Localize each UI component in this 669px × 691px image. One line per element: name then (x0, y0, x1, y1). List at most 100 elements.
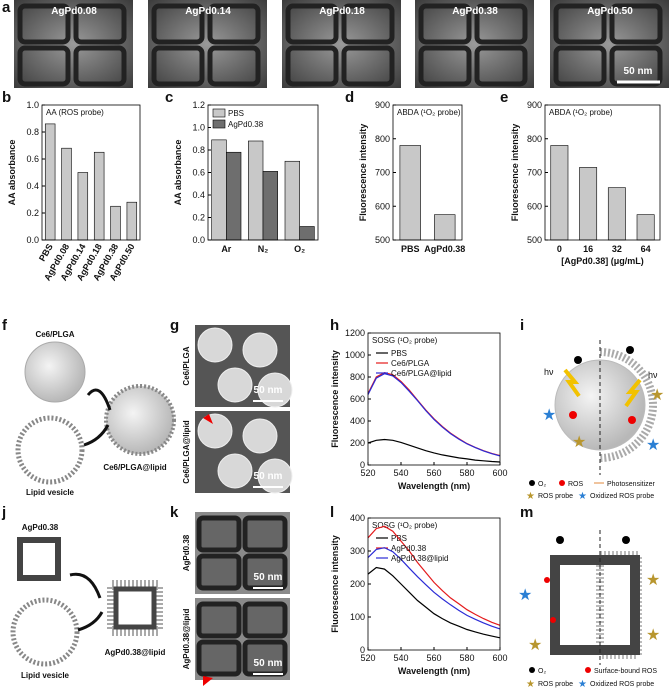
micrograph-label: AgPd0.38 (182, 534, 191, 571)
particle (285, 3, 339, 45)
particle (197, 327, 233, 363)
micrograph-label: Ce6/PLGA@lipid (182, 420, 191, 483)
panel-letter: i (520, 317, 524, 334)
x-tick-label: 16 (583, 244, 593, 254)
bar (607, 187, 626, 241)
y-tick-label: 0.2 (26, 208, 39, 218)
bar (93, 151, 105, 241)
y-axis-label: Fluorescence intensity (358, 124, 368, 222)
x-tick-label: Ar (221, 244, 231, 254)
particle (418, 3, 472, 45)
light (624, 378, 642, 408)
legend-label: Ce6/PLGA@lipid (391, 369, 452, 378)
series-line (367, 566, 501, 639)
legend-swatch (529, 480, 535, 486)
arrow (83, 388, 112, 447)
particle (151, 3, 205, 45)
particle (242, 418, 278, 454)
particle (242, 601, 288, 639)
light-label: hν (648, 370, 658, 380)
particle (73, 3, 127, 45)
legend-label: ROS (568, 481, 584, 488)
x-tick-label: 32 (612, 244, 622, 254)
x-tick-label: 560 (426, 653, 441, 663)
y-tick-label: 0.0 (192, 235, 205, 245)
bar (226, 151, 242, 241)
y-axis-label: AA absorbance (7, 140, 17, 206)
y-tick-label: 500 (527, 235, 542, 245)
legend-label: O₂ (538, 481, 546, 488)
y-tick-label: 0 (360, 460, 365, 470)
particle (196, 639, 242, 677)
star: ★ (528, 637, 542, 654)
panel-letter: l (330, 504, 334, 521)
panel-letter: g (170, 317, 179, 334)
particle (474, 45, 528, 87)
ros (550, 617, 556, 623)
x-tick-label: 580 (459, 653, 474, 663)
particle (285, 45, 339, 87)
panel-letter: e (500, 89, 508, 106)
particle (257, 372, 293, 408)
vesicle (15, 415, 85, 485)
micrograph-label: AgPd0.38@lipid (182, 609, 191, 670)
chart-title: SOSG (¹O₂ probe) (372, 336, 438, 345)
panel-letter: c (165, 89, 173, 106)
y-axis-label: Fluorescence intensity (510, 124, 520, 222)
diagram-label: Lipid vesicle (21, 671, 70, 680)
series-line (367, 438, 501, 463)
y-tick-label: 600 (375, 201, 390, 211)
bar (636, 214, 655, 241)
panel-letter: j (1, 504, 6, 521)
y-tick-label: 500 (375, 235, 390, 245)
star: ★ (646, 572, 660, 589)
bar (299, 226, 315, 241)
plot-frame (207, 104, 319, 241)
y-tick-label: 1000 (345, 350, 365, 360)
arrow-marker (203, 676, 213, 686)
particle (553, 45, 607, 87)
o2 (622, 536, 630, 544)
bar (248, 140, 264, 241)
y-tick-label: 200 (350, 438, 365, 448)
y-tick-label: 1.0 (192, 123, 205, 133)
particle (341, 45, 395, 87)
nanoparticle (24, 341, 86, 403)
diagram-i: hν hν ★ ★ ★ ★ O₂ ROS Photosensitizer ★ R… (526, 340, 664, 502)
legend-label: AgPd0.38 (228, 120, 264, 129)
micrograph-label: Ce6/PLGA (182, 346, 191, 385)
legend-label: AgPd0.38 (391, 544, 427, 553)
panel-letter: b (2, 89, 11, 106)
y-axis-label: AA absorbance (173, 140, 183, 206)
particle (207, 3, 261, 45)
legend-label: AgPd0.38@lipid (391, 554, 449, 563)
coated-particle (104, 384, 176, 456)
bar (579, 167, 598, 241)
particle (17, 3, 71, 45)
diagram-label: Lipid vesicle (26, 488, 75, 497)
vesicle (10, 597, 80, 667)
particle (151, 45, 205, 87)
plot-frame (367, 517, 501, 651)
diagram-label: AgPd0.38 (22, 523, 59, 532)
plot-frame (392, 104, 463, 241)
particle (207, 45, 261, 87)
chart-title: SOSG (¹O₂ probe) (372, 521, 438, 530)
arrow-marker (203, 414, 213, 424)
y-tick-label: 400 (350, 416, 365, 426)
x-tick-label: 64 (641, 244, 651, 254)
diagram-j: AgPd0.38 Lipid vesicle AgPd0.38@lipid (10, 523, 165, 680)
series-line (367, 373, 501, 457)
micrograph-label: AgPd0.18 (319, 6, 365, 17)
particle (217, 453, 253, 489)
panel-letter: m (520, 504, 533, 521)
legend-swatch (585, 667, 591, 673)
bar (110, 205, 121, 241)
particle (474, 3, 528, 45)
diagram-label: Ce6/PLGA@lipid (103, 463, 166, 472)
legend-label: Surface-bound ROS (594, 668, 657, 675)
particle (17, 45, 71, 87)
legend-swatch (212, 108, 226, 118)
o2 (574, 356, 582, 364)
